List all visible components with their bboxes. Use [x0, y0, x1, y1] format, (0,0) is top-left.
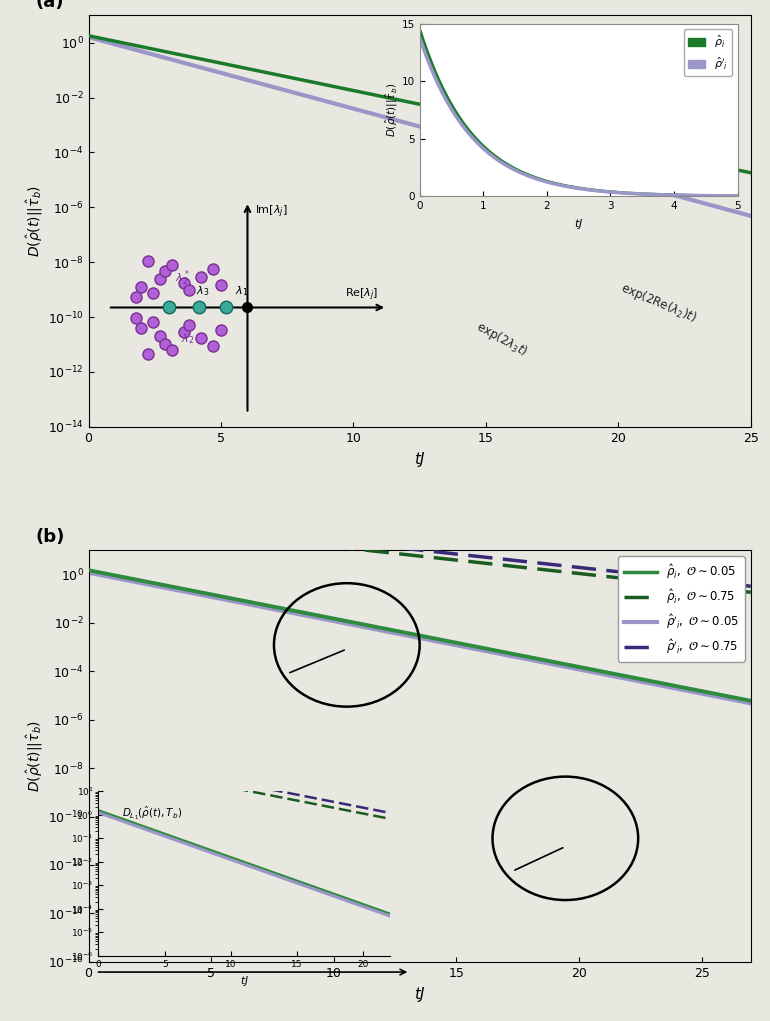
X-axis label: $tJ$: $tJ$: [413, 985, 426, 1005]
Y-axis label: $D(\hat{\rho}(t)||\hat{\tau}_b)$: $D(\hat{\rho}(t)||\hat{\tau}_b)$: [25, 720, 45, 792]
Text: $\exp(2\lambda_3 t)$: $\exp(2\lambda_3 t)$: [473, 318, 531, 360]
Text: $\exp(2\mathrm{Re}(\lambda_2)t)$: $\exp(2\mathrm{Re}(\lambda_2)t)$: [618, 280, 699, 327]
Y-axis label: $D(\hat{\rho}(t)||\hat{\tau}_b)$: $D(\hat{\rho}(t)||\hat{\tau}_b)$: [25, 185, 45, 257]
Text: (b): (b): [35, 528, 65, 546]
Text: (a): (a): [35, 0, 64, 11]
Legend: $\hat{\rho}_i,\ \mathcal{O}\sim 0.05$, $\hat{\rho}_i,\ \mathcal{O}\sim 0.75$, $\: $\hat{\rho}_i,\ \mathcal{O}\sim 0.05$, $…: [618, 556, 745, 662]
X-axis label: $tJ$: $tJ$: [413, 450, 426, 470]
